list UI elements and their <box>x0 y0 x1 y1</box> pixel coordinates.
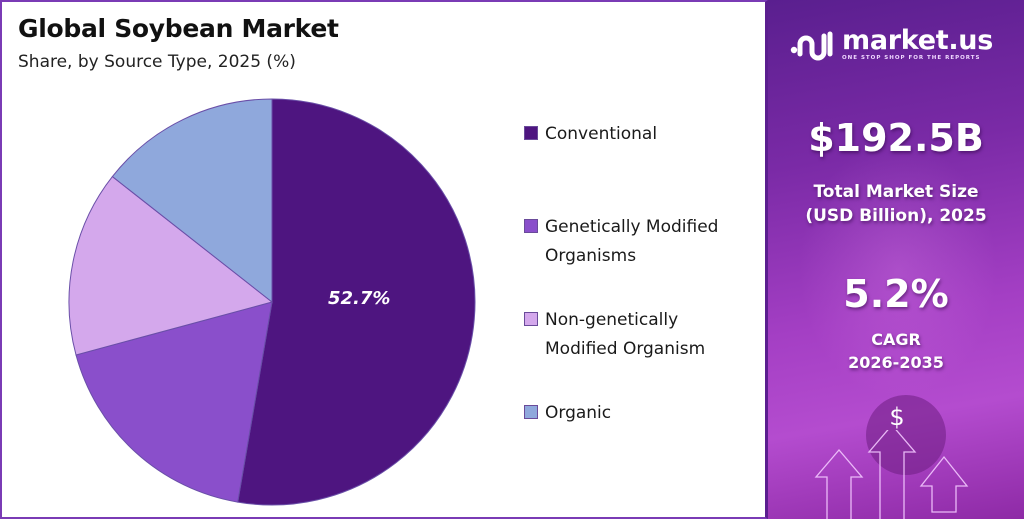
pie-chart: 52.7% <box>66 96 478 508</box>
cagr-label: CAGR 2026-2035 <box>768 328 1024 374</box>
market-us-logo-icon <box>790 31 833 61</box>
legend-swatch-icon <box>524 312 538 326</box>
legend-swatch-icon <box>524 219 538 233</box>
chart-panel: Global Soybean Market Share, by Source T… <box>0 0 768 519</box>
summary-panel: market.us ONE STOP SHOP FOR THE REPORTS … <box>768 0 1024 519</box>
cagr-label-line1: CAGR <box>871 330 921 349</box>
legend-label: Conventional <box>545 124 658 144</box>
dollar-icon: $ <box>889 403 905 431</box>
brand-tagline: ONE STOP SHOP FOR THE REPORTS <box>842 55 981 61</box>
cagr-label-line2: 2026-2035 <box>848 353 944 372</box>
legend-item-organic: Organic <box>524 399 611 428</box>
pie-svg <box>68 98 476 506</box>
pie-slice-genetically-modified-organisms <box>75 301 273 503</box>
pie-slice-organic <box>111 98 273 304</box>
legend-label: Organic <box>545 403 612 423</box>
background-glow <box>798 140 998 400</box>
legend-item-gmo: Genetically Modified Organisms <box>524 213 718 271</box>
brand-logo: market.us ONE STOP SHOP FOR THE REPORTS <box>790 26 993 62</box>
chart-subtitle: Share, by Source Type, 2025 (%) <box>18 52 296 72</box>
background-cup-shape <box>866 395 946 475</box>
legend-swatch-icon <box>524 405 538 419</box>
market-size-label-line2: (USD Billion), 2025 <box>805 206 987 226</box>
market-size-label-line1: Total Market Size <box>813 182 979 202</box>
legend-item-non-gmo: Non-genetically Modified Organism <box>524 306 705 364</box>
chart-title: Global Soybean Market <box>18 14 339 43</box>
pie-slice-non-genetically-modified-organism <box>68 175 274 356</box>
legend-label: Modified Organism <box>545 339 706 359</box>
market-size-label: Total Market Size (USD Billion), 2025 <box>768 180 1024 228</box>
legend-item-conventional: Conventional <box>524 120 657 149</box>
brand-name: market.us <box>842 25 993 56</box>
legend-swatch-icon <box>524 126 538 140</box>
pie-slice-conventional <box>237 98 476 506</box>
growth-arrows-icon <box>814 430 969 519</box>
legend-label: Non-genetically <box>545 310 679 330</box>
cagr-value: 5.2% <box>843 272 949 316</box>
market-size-value: $192.5B <box>808 116 984 160</box>
pie-label-conventional: 52.7% <box>328 288 391 309</box>
legend-label: Genetically Modified <box>545 217 719 237</box>
legend-label: Organisms <box>545 246 637 266</box>
